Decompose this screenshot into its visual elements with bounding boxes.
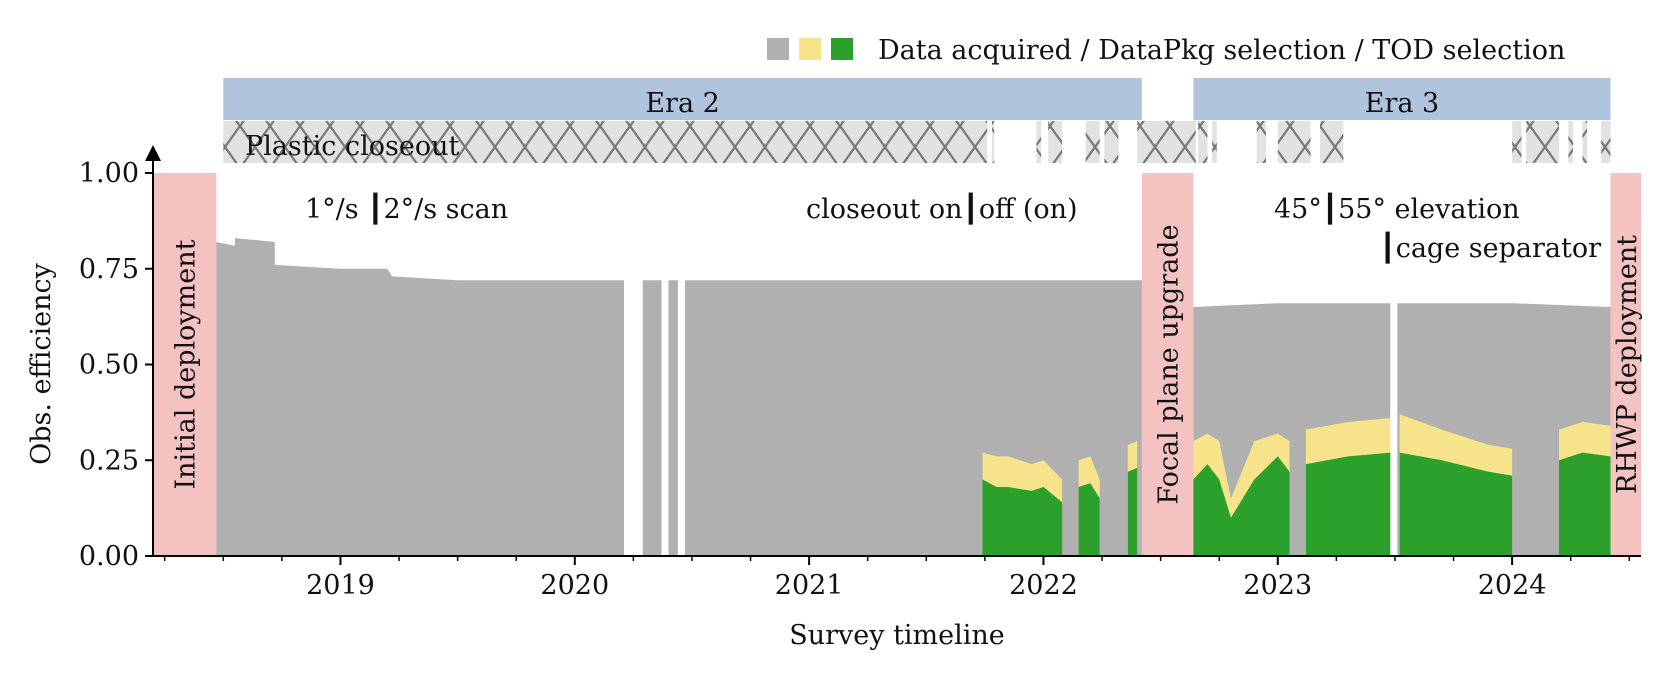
closeout-segment-8 — [1212, 121, 1217, 163]
closeout-segment-13 — [1526, 121, 1559, 163]
closeout-segment-0 — [223, 121, 988, 163]
x-tick-label-5: 2024 — [1478, 570, 1547, 601]
y-tick-label-3: 0.75 — [79, 254, 139, 285]
era-bar-0 — [223, 78, 1142, 120]
closeout-segment-12 — [1512, 121, 1522, 163]
deployment-band-0 — [153, 173, 217, 556]
y-tick-label-1: 0.25 — [79, 445, 139, 476]
series-2-area-6 — [1558, 452, 1611, 556]
x-tick-label-1: 2020 — [540, 570, 609, 601]
overlay-layer: Initial deployment Focal plane upgrade RHW… — [79, 78, 1643, 601]
series-0-area-1 — [642, 280, 662, 556]
closeout-segment-11 — [1319, 121, 1344, 163]
annotation-scan: 1°/s ┃2°/s scan — [305, 192, 508, 225]
data-layer — [216, 238, 1611, 557]
closeout-segment-1 — [991, 121, 995, 163]
legend-label: Data acquired / DataPkg selection / TOD … — [878, 35, 1565, 66]
closeout-segment-6 — [1137, 121, 1196, 163]
deployment-band-1 — [1141, 173, 1194, 556]
closeout-segment-16 — [1601, 121, 1611, 163]
series-2-area-2 — [1127, 467, 1138, 556]
legend-swatch-acquired — [767, 38, 789, 60]
closeout-label: Plastic closeout — [245, 131, 459, 162]
deployment-label-1: Focal plane upgrade — [1154, 224, 1185, 504]
x-tick-label-4: 2023 — [1243, 570, 1312, 601]
y-tick-label-0: 0.00 — [79, 541, 139, 572]
era-label-0: Era 2 — [645, 88, 719, 119]
series-0-area-3 — [684, 280, 1142, 556]
closeout-segment-3 — [1048, 121, 1063, 163]
era-bar-1 — [1193, 78, 1611, 120]
closeout-segment-5 — [1104, 121, 1119, 163]
closeout-segment-4 — [1085, 121, 1100, 163]
x-tick-label-0: 2019 — [306, 570, 375, 601]
series-2-area-4 — [1305, 452, 1391, 556]
deployment-label-2: RHWP deployment — [1612, 235, 1643, 494]
legend: Data acquired / DataPkg selection / TOD … — [767, 35, 1565, 66]
closeout-segment-9 — [1256, 121, 1267, 163]
y-axis-label: Obs. efficiency — [26, 262, 57, 464]
y-tick-label-4: 1.00 — [79, 158, 139, 189]
deployment-label-0: Initial deployment — [171, 239, 202, 489]
background-layer — [153, 173, 1641, 556]
series-2-area-1 — [1078, 483, 1100, 556]
closeout-segment-15 — [1582, 121, 1588, 163]
series-2-area-5 — [1399, 452, 1513, 556]
closeout-segment-2 — [1036, 121, 1042, 163]
y-axis-arrow — [145, 145, 161, 161]
legend-swatch-datapkg — [799, 38, 821, 60]
series-0-area-0 — [216, 238, 625, 557]
series-2-area-3 — [1193, 456, 1290, 556]
closeout-segment-7 — [1198, 121, 1208, 163]
annotation-closeout: closeout on┃off (on) — [806, 192, 1078, 225]
deployment-band-2 — [1610, 173, 1641, 556]
annotation-elevation: 45°┃55° elevation — [1274, 192, 1520, 225]
series-0-area-2 — [668, 280, 678, 556]
y-tick-label-2: 0.50 — [79, 350, 139, 381]
annotation-cage-separator: ┃cage separator — [1379, 231, 1601, 264]
x-axis-label: Survey timeline — [789, 620, 1005, 651]
closeout-segment-14 — [1568, 121, 1574, 163]
era-label-1: Era 3 — [1365, 88, 1439, 119]
legend-swatch-tod — [831, 38, 853, 60]
series-2-area-0 — [982, 479, 1063, 556]
closeout-segment-10 — [1277, 121, 1311, 163]
x-tick-label-3: 2022 — [1009, 570, 1078, 601]
x-tick-label-2: 2021 — [775, 570, 844, 601]
